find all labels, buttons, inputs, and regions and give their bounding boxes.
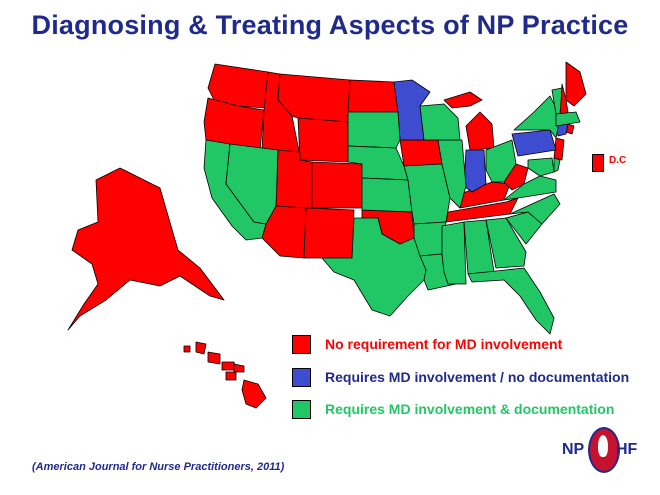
state-pennsylvania (511, 129, 557, 157)
logo-text-np: NP (562, 441, 585, 458)
legend-label-requires-documentation: Requires MD involvement & documentation (325, 401, 615, 417)
state-massachusetts (555, 111, 581, 127)
state-texas (321, 217, 427, 317)
logo-seal-icon (588, 427, 620, 473)
state-delaware (553, 157, 561, 173)
legend-label-no-requirement: No requirement for MD involvement (325, 336, 563, 352)
state-kansas (361, 177, 413, 213)
state-hawaii-2 (195, 341, 207, 355)
state-indiana (463, 149, 487, 193)
legend-item-no-requirement: No requirement for MD involvement (292, 333, 562, 355)
citation: (American Journal for Nurse Practitioner… (32, 461, 285, 473)
legend-swatch-requires-no-documentation (292, 367, 311, 387)
state-maryland (527, 157, 555, 177)
state-mississippi (441, 221, 467, 285)
state-wisconsin (419, 103, 461, 141)
nphf-logo: NP HF (560, 425, 646, 483)
state-michigan-upper (443, 91, 483, 109)
state-hawaii-5 (225, 371, 237, 381)
state-ohio (485, 139, 517, 183)
legend-item-requires-no-documentation: Requires MD involvement / no documentati… (292, 366, 629, 388)
state-colorado (311, 161, 363, 209)
state-virginia (503, 175, 557, 201)
state-wyoming (297, 117, 349, 163)
state-hawaii-big (241, 379, 267, 409)
state-maine (565, 61, 587, 107)
state-georgia (485, 217, 527, 269)
state-south-dakota (347, 111, 401, 149)
state-new-jersey (553, 137, 565, 161)
legend-swatch-requires-documentation (292, 399, 311, 419)
state-north-carolina (509, 193, 561, 225)
state-alaska (67, 167, 225, 331)
state-hawaii-3 (207, 351, 221, 365)
state-north-dakota (347, 79, 399, 113)
state-illinois (437, 139, 467, 209)
state-hawaii-6 (233, 363, 245, 373)
state-hawaii-1 (183, 345, 191, 353)
dc-marker (592, 154, 604, 172)
state-michigan (465, 111, 495, 151)
dc-label: D.C (609, 155, 627, 166)
legend-label-requires-no-documentation: Requires MD involvement / no documentati… (325, 369, 630, 385)
state-new-mexico (303, 207, 355, 259)
state-arkansas (413, 221, 447, 257)
state-florida (467, 267, 555, 335)
legend-item-requires-documentation: Requires MD involvement & documentation (292, 398, 614, 420)
flame-icon (598, 435, 608, 457)
state-nevada (225, 143, 279, 225)
logo-text-hf: HF (616, 441, 638, 458)
state-iowa (399, 139, 443, 167)
page-title: Diagnosing & Treating Aspects of NP Prac… (31, 10, 629, 40)
legend-swatch-no-requirement (292, 334, 311, 354)
